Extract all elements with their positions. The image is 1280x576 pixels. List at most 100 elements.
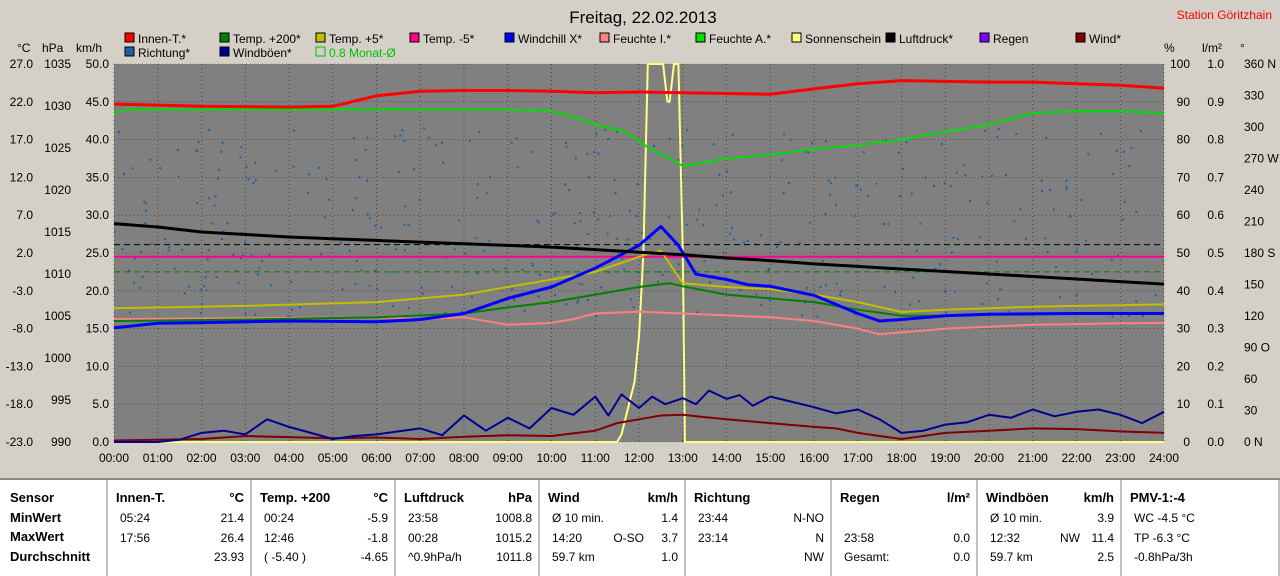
legend-label: Windchill X* bbox=[518, 32, 582, 46]
richtung-dot bbox=[809, 221, 812, 224]
temp-tick-label: -3.0 bbox=[12, 284, 33, 298]
dir-tick-label: 180 S bbox=[1244, 246, 1275, 260]
richtung-dot bbox=[476, 272, 479, 275]
cell-value: 1.4 bbox=[661, 511, 678, 525]
richtung-dot bbox=[341, 288, 344, 291]
temp-tick-label: -23.0 bbox=[6, 435, 34, 449]
richtung-dot bbox=[680, 144, 683, 147]
richtung-dot bbox=[1135, 300, 1138, 303]
richtung-dot bbox=[366, 136, 369, 139]
richtung-dot bbox=[695, 218, 698, 221]
richtung-dot bbox=[354, 282, 357, 285]
table-row: 12:32 NW 11.4 bbox=[980, 531, 1120, 550]
table-row: 59.7 km 1.0 bbox=[542, 550, 684, 569]
legend-label: Temp. +200* bbox=[233, 32, 301, 46]
dir-tick-label: 30 bbox=[1244, 404, 1258, 418]
richtung-dot bbox=[289, 315, 292, 318]
richtung-dot bbox=[451, 285, 453, 288]
richtung-dot bbox=[579, 220, 582, 223]
dir-tick-label: 360 N bbox=[1244, 57, 1276, 71]
richtung-dot bbox=[587, 233, 590, 235]
richtung-dot bbox=[1122, 150, 1125, 153]
richtung-dot bbox=[348, 249, 351, 252]
richtung-dot bbox=[804, 150, 807, 153]
column-unit: l/m² bbox=[946, 490, 970, 505]
legend-swatch bbox=[315, 46, 326, 57]
richtung-dot bbox=[860, 188, 862, 191]
richtung-dot bbox=[681, 306, 684, 309]
x-tick-label: 23:00 bbox=[1105, 451, 1135, 465]
column-header: Innen-T. bbox=[116, 490, 166, 505]
richtung-dot bbox=[1007, 310, 1010, 313]
richtung-dot bbox=[939, 263, 942, 266]
richtung-dot bbox=[767, 269, 770, 272]
cell-value: 1.0 bbox=[661, 550, 678, 564]
richtung-dot bbox=[215, 275, 218, 278]
richtung-dot bbox=[1091, 272, 1094, 275]
table-row: 59.7 km 2.5 bbox=[980, 550, 1120, 569]
richtung-dot bbox=[204, 276, 207, 279]
legend-label: Luftdruck* bbox=[899, 32, 953, 46]
richtung-dot bbox=[1085, 239, 1087, 242]
richtung-dot bbox=[358, 176, 361, 179]
richtung-dot bbox=[307, 173, 310, 176]
richtung-dot bbox=[114, 230, 116, 233]
table-row: 14:20 O-SO 3.7 bbox=[542, 531, 684, 550]
legend-swatch bbox=[124, 46, 135, 57]
x-tick-label: 16:00 bbox=[799, 451, 829, 465]
richtung-dot bbox=[391, 271, 394, 274]
richtung-dot bbox=[934, 267, 937, 270]
richtung-dot bbox=[943, 182, 946, 185]
column-unit: °C bbox=[373, 490, 388, 505]
richtung-dot bbox=[729, 232, 732, 235]
column-header: Temp. +200 bbox=[260, 490, 331, 505]
weather-chart: 00:00 01:00 02:00 03:00 04:00 05:00 06:00 07:00… bbox=[5, 8, 1280, 465]
richtung-dot bbox=[144, 209, 147, 212]
richtung-dot bbox=[418, 198, 421, 201]
richtung-dot bbox=[698, 208, 701, 211]
dir-tick-label: 60 bbox=[1244, 372, 1258, 386]
series-luftdruck bbox=[113, 222, 1165, 286]
richtung-dot bbox=[588, 176, 590, 179]
cell-time: 23:44 bbox=[698, 511, 729, 525]
richtung-dot bbox=[678, 159, 680, 161]
richtung-dot bbox=[403, 249, 406, 252]
richtung-dot bbox=[764, 289, 767, 292]
x-tick-label: 09:00 bbox=[493, 451, 523, 465]
richtung-dot bbox=[380, 226, 383, 229]
row-labels-column: Sensor MinWert MaxWert Durchschnitt bbox=[0, 480, 108, 576]
table-row: 23.93 bbox=[110, 550, 250, 569]
richtung-dot bbox=[407, 223, 410, 226]
richtung-dot bbox=[577, 299, 580, 302]
legend-label: Feuchte A.* bbox=[709, 32, 771, 46]
column-header: Windböen bbox=[986, 490, 1049, 505]
richtung-dot bbox=[521, 268, 524, 271]
richtung-dot bbox=[159, 167, 162, 170]
chart-title: Freitag, 22.02.2013 bbox=[569, 8, 716, 27]
richtung-dot bbox=[269, 284, 272, 287]
rain-tick-label: 0.7 bbox=[1207, 170, 1224, 184]
cell-value: 2.5 bbox=[1097, 550, 1114, 564]
richtung-dot bbox=[1045, 136, 1048, 139]
richtung-dot bbox=[722, 251, 725, 254]
cell-time: 12:32 bbox=[990, 530, 1021, 545]
richtung-dot bbox=[352, 209, 354, 212]
richtung-dot bbox=[696, 311, 699, 314]
hpa-tick-label: 1010 bbox=[44, 267, 71, 281]
legend-swatch bbox=[885, 32, 896, 43]
cell-time: ^0.9hPa/h bbox=[408, 550, 462, 564]
legend-label: Temp. -5* bbox=[423, 32, 475, 46]
richtung-dot bbox=[824, 140, 827, 143]
richtung-dot bbox=[1065, 179, 1068, 182]
richtung-dot bbox=[866, 195, 869, 198]
table-row bbox=[834, 511, 976, 530]
cell-value: 21.4 bbox=[220, 511, 244, 525]
x-tick-label: 07:00 bbox=[405, 451, 435, 465]
richtung-dot bbox=[747, 240, 750, 243]
richtung-dot bbox=[1015, 133, 1018, 135]
richtung-dot bbox=[468, 140, 471, 143]
cell-value: 11.4 bbox=[1091, 530, 1114, 545]
richtung-dot bbox=[199, 288, 202, 291]
richtung-dot bbox=[1065, 185, 1068, 188]
richtung-dot bbox=[581, 283, 584, 286]
